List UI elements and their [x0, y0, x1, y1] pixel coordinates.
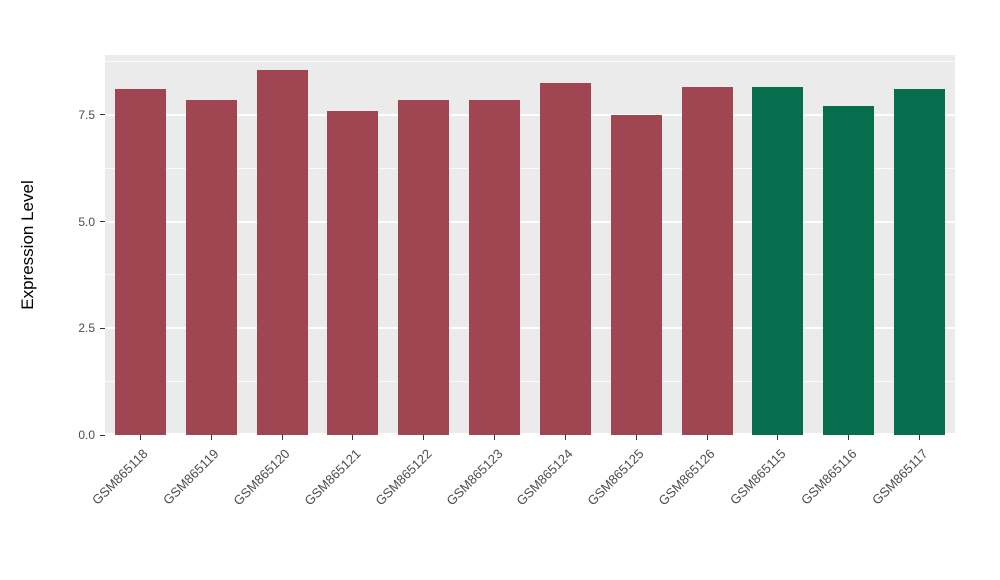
x-tick-mark: [635, 435, 637, 440]
bar-GSM865125: [610, 114, 662, 435]
bar-GSM865118: [114, 89, 166, 435]
bar-GSM865122: [398, 99, 450, 435]
bar-GSM865121: [327, 110, 379, 435]
y-tick-mark: [100, 114, 105, 116]
bar-GSM865115: [752, 87, 804, 435]
x-tick-mark: [919, 435, 921, 440]
gridline-minor: [105, 274, 955, 276]
x-tick-mark: [139, 435, 141, 440]
y-tick-label: 2.5: [78, 321, 95, 336]
gridline-major: [105, 220, 955, 223]
y-tick-mark: [100, 434, 105, 436]
x-tick-label-GSM865124: GSM865124: [513, 446, 577, 509]
x-tick-mark: [210, 435, 212, 440]
bar-GSM865119: [185, 99, 237, 435]
y-tick-mark: [100, 327, 105, 329]
gridline-major: [105, 113, 955, 116]
x-tick-mark: [352, 435, 354, 440]
bar-GSM865124: [539, 82, 591, 435]
y-tick-label: 0.0: [78, 428, 95, 442]
y-tick-mark: [100, 221, 105, 223]
x-tick-mark: [281, 435, 283, 440]
gridline-major: [105, 433, 955, 435]
y-tick-label: 7.5: [78, 107, 95, 122]
plot-panel: [105, 55, 955, 435]
y-tick-label: 5.0: [78, 214, 95, 229]
x-tick-label-GSM865121: GSM865121: [301, 446, 364, 509]
x-tick-mark: [848, 435, 850, 440]
y-axis-title: Expression Level: [18, 180, 37, 310]
x-tick-mark: [564, 435, 566, 440]
x-tick-mark: [423, 435, 425, 440]
x-tick-mark: [706, 435, 708, 440]
x-tick-label-GSM865115: GSM865115: [726, 446, 789, 508]
gridline-minor: [105, 167, 955, 169]
x-tick-label-GSM865120: GSM865120: [230, 446, 293, 509]
x-tick-label-GSM865117: GSM865117: [868, 446, 931, 508]
x-tick-label-GSM865119: GSM865119: [160, 446, 222, 508]
x-tick-label-GSM865123: GSM865123: [442, 446, 506, 509]
bar-GSM865126: [681, 87, 733, 435]
bar-GSM865120: [256, 69, 308, 435]
gridline-minor: [105, 381, 955, 383]
x-tick-mark: [494, 435, 496, 440]
bar-GSM865117: [894, 89, 946, 435]
x-tick-label-GSM865122: GSM865122: [372, 446, 435, 509]
x-tick-label-GSM865126: GSM865126: [655, 446, 718, 509]
gridline-major: [105, 327, 955, 330]
x-tick-label-GSM865116: GSM865116: [797, 446, 860, 508]
gridline-minor: [105, 60, 955, 62]
bar-GSM865123: [469, 99, 521, 435]
x-tick-label-GSM865118: GSM865118: [89, 446, 152, 508]
bar-GSM865116: [823, 106, 875, 435]
x-tick-mark: [777, 435, 779, 440]
x-tick-label-GSM865125: GSM865125: [584, 446, 647, 509]
